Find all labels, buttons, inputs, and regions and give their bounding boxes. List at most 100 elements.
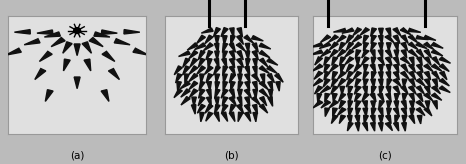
Polygon shape — [205, 35, 213, 44]
Polygon shape — [206, 97, 211, 106]
Polygon shape — [215, 74, 219, 83]
Polygon shape — [229, 58, 235, 68]
Polygon shape — [238, 74, 242, 83]
Polygon shape — [354, 86, 361, 94]
Polygon shape — [409, 57, 414, 66]
Polygon shape — [410, 108, 415, 117]
Polygon shape — [333, 93, 337, 102]
Polygon shape — [352, 42, 362, 50]
Polygon shape — [231, 35, 235, 45]
Polygon shape — [192, 105, 196, 114]
Polygon shape — [237, 35, 243, 44]
Polygon shape — [353, 71, 362, 80]
Polygon shape — [223, 51, 227, 60]
Polygon shape — [214, 104, 220, 114]
Polygon shape — [432, 79, 438, 87]
Polygon shape — [402, 79, 407, 88]
Polygon shape — [229, 89, 235, 99]
Polygon shape — [237, 97, 242, 106]
Polygon shape — [229, 51, 235, 60]
Polygon shape — [313, 101, 323, 108]
Polygon shape — [355, 79, 361, 87]
Polygon shape — [377, 57, 384, 65]
Polygon shape — [394, 101, 399, 109]
Polygon shape — [386, 64, 391, 73]
Polygon shape — [214, 58, 219, 68]
Polygon shape — [416, 101, 425, 108]
Polygon shape — [223, 74, 227, 83]
Polygon shape — [329, 35, 338, 42]
Polygon shape — [425, 86, 430, 95]
Polygon shape — [355, 115, 360, 124]
Polygon shape — [339, 101, 346, 109]
Polygon shape — [401, 50, 407, 58]
Polygon shape — [333, 108, 337, 117]
Polygon shape — [329, 50, 338, 58]
Polygon shape — [206, 89, 211, 99]
Polygon shape — [259, 66, 269, 73]
Polygon shape — [44, 32, 61, 37]
Polygon shape — [387, 108, 391, 117]
Polygon shape — [363, 123, 368, 131]
Polygon shape — [338, 79, 346, 87]
Polygon shape — [222, 97, 228, 106]
Polygon shape — [386, 43, 391, 51]
Polygon shape — [230, 104, 235, 114]
Polygon shape — [51, 38, 65, 47]
Polygon shape — [244, 104, 251, 114]
Polygon shape — [260, 58, 268, 67]
Polygon shape — [347, 72, 353, 80]
Polygon shape — [337, 71, 346, 79]
Polygon shape — [424, 57, 431, 65]
Polygon shape — [325, 93, 329, 102]
Polygon shape — [410, 101, 414, 109]
Text: (a): (a) — [70, 151, 84, 161]
Polygon shape — [213, 66, 220, 75]
Polygon shape — [425, 72, 431, 80]
Polygon shape — [363, 101, 367, 109]
Polygon shape — [324, 72, 330, 80]
Polygon shape — [183, 58, 190, 67]
Polygon shape — [352, 35, 362, 43]
Polygon shape — [333, 29, 346, 32]
Polygon shape — [214, 43, 219, 53]
Polygon shape — [425, 79, 430, 87]
Polygon shape — [314, 71, 322, 79]
Polygon shape — [259, 43, 271, 49]
Polygon shape — [253, 89, 257, 99]
Polygon shape — [354, 64, 361, 72]
Polygon shape — [379, 86, 384, 95]
Polygon shape — [37, 30, 53, 34]
Polygon shape — [222, 43, 228, 52]
Text: (b): (b) — [225, 151, 239, 161]
Polygon shape — [276, 82, 280, 91]
Polygon shape — [315, 57, 322, 65]
Polygon shape — [253, 59, 257, 68]
Polygon shape — [363, 64, 368, 73]
Polygon shape — [340, 64, 345, 73]
Polygon shape — [63, 42, 72, 53]
Polygon shape — [348, 86, 353, 95]
Polygon shape — [6, 48, 21, 55]
Polygon shape — [393, 64, 399, 73]
Polygon shape — [417, 72, 423, 80]
Polygon shape — [439, 72, 447, 80]
Polygon shape — [386, 115, 391, 124]
Polygon shape — [94, 32, 110, 37]
Polygon shape — [416, 108, 425, 116]
Polygon shape — [214, 112, 219, 122]
Polygon shape — [223, 66, 227, 76]
Polygon shape — [260, 97, 267, 106]
Polygon shape — [416, 79, 425, 86]
Polygon shape — [416, 50, 424, 58]
Polygon shape — [259, 89, 268, 97]
Polygon shape — [329, 64, 338, 72]
Polygon shape — [409, 64, 415, 73]
Polygon shape — [320, 86, 331, 93]
Polygon shape — [252, 43, 258, 52]
Polygon shape — [245, 112, 251, 121]
Polygon shape — [315, 86, 322, 94]
Polygon shape — [253, 104, 257, 114]
Polygon shape — [363, 79, 368, 88]
Polygon shape — [253, 112, 257, 122]
